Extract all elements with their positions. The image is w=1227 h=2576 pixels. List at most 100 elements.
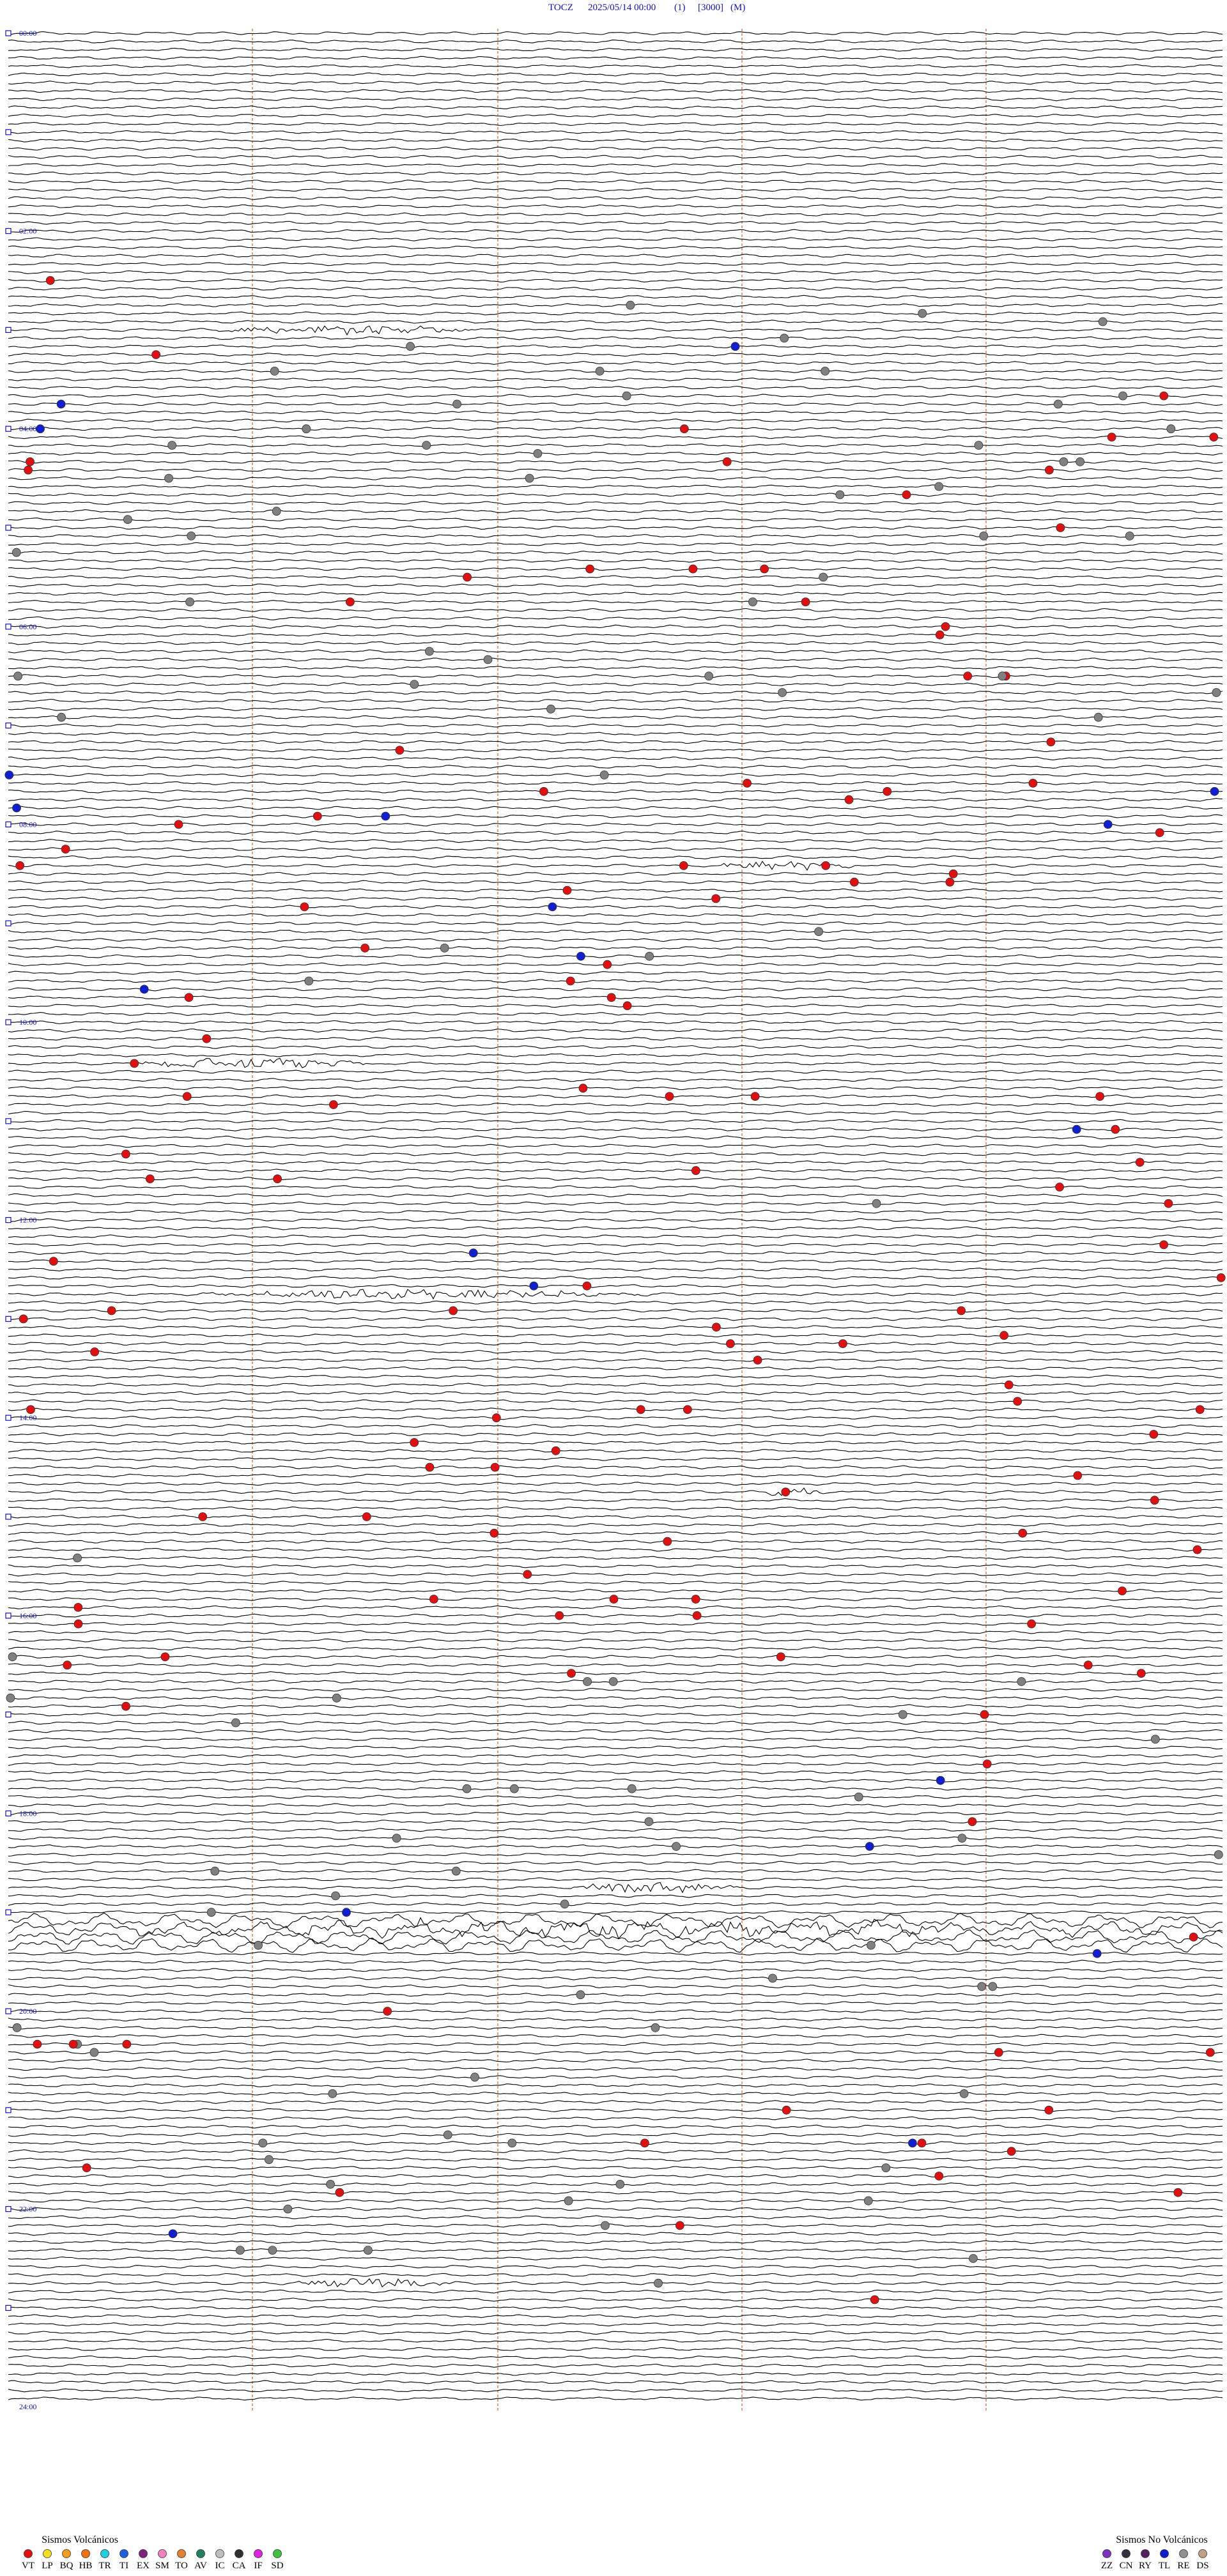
event	[675, 2221, 684, 2230]
event	[726, 1339, 735, 1349]
event	[300, 902, 309, 912]
event	[606, 993, 616, 1002]
trace	[8, 855, 1223, 860]
trace	[8, 1366, 1223, 1370]
trace	[8, 1284, 1223, 1288]
trace	[8, 394, 1223, 398]
time-label: 20:00	[19, 2007, 36, 2016]
event	[122, 2039, 132, 2049]
legend-code: VT	[22, 2561, 35, 2571]
trace	[8, 1226, 1223, 1230]
trace	[8, 1820, 1223, 1824]
hour-marker	[5, 2008, 12, 2014]
trace	[8, 1218, 1223, 1222]
time-label: 10:00	[19, 1018, 36, 1027]
event	[73, 1619, 83, 1629]
trace	[8, 1487, 1223, 1496]
trace	[8, 418, 1223, 423]
trace	[8, 1317, 1223, 1321]
trace	[8, 1795, 1223, 1799]
trace	[8, 1201, 1223, 1206]
hour-marker	[5, 722, 12, 729]
legend-dot	[43, 2549, 52, 2558]
trace	[8, 550, 1223, 555]
trace	[8, 1581, 1223, 1584]
hour-marker	[5, 425, 12, 432]
trace	[8, 1259, 1223, 1263]
event	[90, 1347, 100, 1356]
event	[712, 1322, 721, 1332]
trace	[8, 641, 1223, 645]
time-label: 24:00	[19, 2402, 36, 2411]
trace	[8, 2330, 1223, 2335]
trace	[8, 1539, 1223, 1544]
trace	[8, 105, 1223, 110]
trace	[8, 501, 1223, 505]
event	[999, 1331, 1008, 1340]
trace	[8, 1515, 1223, 1519]
event	[362, 1512, 371, 1521]
trace	[8, 2075, 1223, 2080]
trace	[8, 2396, 1223, 2401]
legend-code: DS	[1196, 2561, 1208, 2571]
trace	[8, 1110, 1223, 1115]
trace	[8, 1646, 1223, 1651]
event	[1111, 1124, 1120, 1134]
trace	[8, 748, 1223, 753]
trace	[8, 1959, 1223, 1964]
event	[491, 1413, 501, 1423]
event	[36, 424, 45, 434]
event	[525, 473, 534, 483]
trace	[8, 1754, 1223, 1758]
trace	[8, 2347, 1223, 2351]
event	[1212, 688, 1221, 697]
legend-code: TL	[1159, 2561, 1170, 2571]
trace	[8, 1786, 1223, 1791]
event	[1173, 2188, 1183, 2197]
event	[663, 1537, 672, 1546]
event	[342, 1908, 351, 1917]
event	[998, 671, 1007, 681]
trace	[8, 896, 1223, 901]
trace	[8, 831, 1223, 835]
event	[174, 820, 183, 829]
trace	[8, 1308, 1223, 1313]
trace	[8, 1391, 1223, 1395]
trace	[8, 772, 1223, 778]
trace	[8, 861, 1223, 871]
legend-code: TR	[98, 2561, 111, 2571]
event	[936, 1775, 945, 1785]
trace	[8, 451, 1223, 456]
event	[1107, 433, 1116, 441]
trace	[8, 80, 1223, 85]
trace	[8, 1929, 1223, 1945]
trace	[8, 558, 1223, 563]
event	[130, 1059, 139, 1068]
trace	[8, 2207, 1223, 2211]
event	[679, 424, 689, 434]
event	[1214, 1850, 1223, 1859]
event	[750, 1092, 760, 1101]
trace	[8, 592, 1223, 596]
trace	[8, 2278, 1223, 2288]
event	[509, 1784, 519, 1793]
trace	[8, 707, 1223, 711]
legend-code: BQ	[60, 2561, 73, 2571]
event	[627, 1784, 637, 1793]
event	[410, 680, 419, 689]
event	[776, 1652, 785, 1662]
trace	[8, 278, 1223, 283]
legend-code: SM	[155, 2561, 169, 2571]
trace	[8, 484, 1223, 489]
trace	[8, 1086, 1223, 1091]
trace	[8, 2380, 1223, 2384]
event	[1189, 1932, 1198, 1942]
trace	[8, 270, 1223, 275]
trace	[8, 1531, 1223, 1535]
time-label: 00:00	[19, 29, 36, 38]
trace	[8, 138, 1223, 142]
event	[1209, 433, 1219, 441]
event	[328, 2089, 337, 2098]
trace	[8, 822, 1223, 827]
legend-title: Sismos Volcánicos	[42, 2534, 118, 2545]
